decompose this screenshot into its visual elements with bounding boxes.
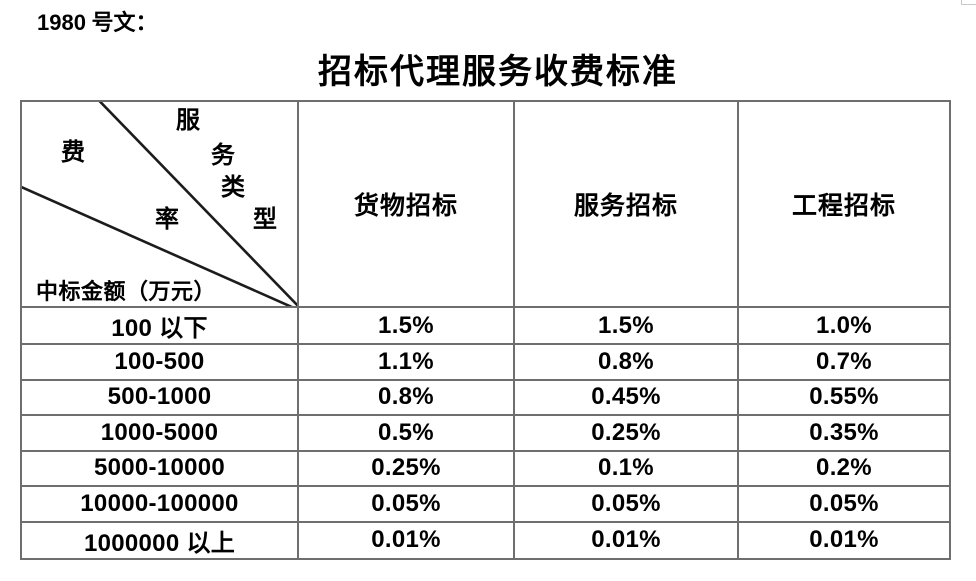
diagonal-line-upper — [98, 102, 297, 306]
service-type-char: 类 — [221, 175, 245, 201]
rate-cell: 0.5% — [297, 414, 515, 452]
rate-cell: 0.45% — [513, 378, 739, 416]
diagonal-lines — [22, 102, 297, 306]
column-header-goods: 货物招标 — [297, 100, 515, 308]
service-type-char: 服 — [176, 108, 200, 134]
amount-axis-label: 中标金额（万元） — [36, 279, 217, 304]
table-row: 100-500 1.1% 0.8% 0.7% — [20, 343, 951, 381]
rate-cell: 0.01% — [737, 520, 951, 560]
table-row: 10000-100000 0.05% 0.05% 0.05% — [20, 485, 951, 523]
rate-cell: 0.55% — [737, 378, 951, 416]
table-row: 1000-5000 0.5% 0.25% 0.35% — [20, 414, 951, 452]
fee-rate-char: 率 — [155, 207, 179, 233]
rate-cell: 0.1% — [513, 449, 739, 487]
diagonal-line-lower — [22, 185, 293, 306]
table-row: 1000000 以上 0.01% 0.01% 0.01% — [20, 520, 951, 560]
table-header-row: 服 务 类 型 费 率 中标金额（万元） 货物招标 服务招标 工程招标 — [20, 100, 951, 308]
rate-cell: 0.7% — [737, 343, 951, 381]
scrollbar-artifact — [961, 0, 976, 5]
rate-cell: 0.35% — [737, 414, 951, 452]
rate-cell: 0.25% — [297, 449, 515, 487]
rate-cell: 0.01% — [513, 520, 739, 560]
range-cell: 100 以下 — [20, 306, 299, 345]
column-header-works: 工程招标 — [737, 100, 951, 308]
doc-reference-number: 1980 — [37, 10, 86, 35]
range-cell: 1000-5000 — [20, 414, 299, 452]
rate-cell: 1.0% — [737, 306, 951, 345]
rate-cell: 1.1% — [297, 343, 515, 381]
fee-rate-char: 费 — [61, 140, 85, 166]
range-cell: 1000000 以上 — [20, 520, 299, 560]
table-row: 5000-10000 0.25% 0.1% 0.2% — [20, 449, 951, 487]
service-type-char: 务 — [211, 143, 235, 169]
rate-cell: 0.25% — [513, 414, 739, 452]
rate-cell: 0.05% — [513, 485, 739, 523]
table-row: 100 以下 1.5% 1.5% 1.0% — [20, 306, 951, 345]
rate-cell: 0.05% — [297, 485, 515, 523]
diagonal-corner-cell: 服 务 类 型 费 率 中标金额（万元） — [20, 100, 299, 308]
range-cell: 500-1000 — [20, 378, 299, 416]
rate-cell: 0.01% — [297, 520, 515, 560]
table-row: 500-1000 0.8% 0.45% 0.55% — [20, 378, 951, 416]
rate-cell: 0.2% — [737, 449, 951, 487]
rate-cell: 1.5% — [513, 306, 739, 345]
page-title: 招标代理服务收费标准 — [318, 54, 678, 91]
service-type-char: 型 — [253, 207, 277, 233]
doc-reference: 1980 号文： — [37, 5, 157, 37]
doc-reference-label: 号文： — [85, 10, 158, 35]
column-header-services: 服务招标 — [513, 100, 739, 308]
range-cell: 100-500 — [20, 343, 299, 381]
rate-cell: 1.5% — [297, 306, 515, 345]
range-cell: 10000-100000 — [20, 485, 299, 523]
rate-cell: 0.8% — [513, 343, 739, 381]
rate-cell: 0.05% — [737, 485, 951, 523]
fee-standard-table: 服 务 类 型 费 率 中标金额（万元） 货物招标 服务招标 工程招标 100 … — [20, 100, 951, 560]
range-cell: 5000-10000 — [20, 449, 299, 487]
rate-cell: 0.8% — [297, 378, 515, 416]
